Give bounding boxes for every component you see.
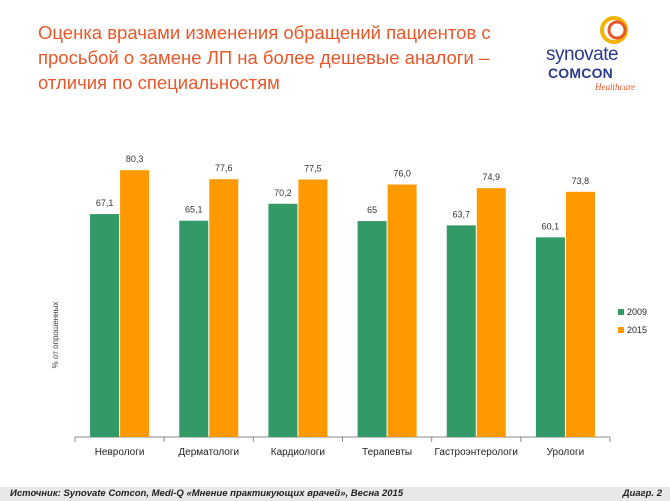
bar-2009 xyxy=(90,214,120,437)
x-tick-label: Кардиологи xyxy=(271,447,325,458)
x-tick-label: Гастроэнтерологи xyxy=(435,447,518,458)
bar-2015 xyxy=(565,191,595,437)
data-label: 63,7 xyxy=(452,209,470,219)
bar-2015 xyxy=(120,170,150,437)
source-note: Источник: Synovate Comcon, Medi-Q «Мнени… xyxy=(10,488,404,499)
legend-label: 2009 xyxy=(627,307,647,317)
bar-2015 xyxy=(298,179,328,437)
legend-swatch xyxy=(618,309,624,315)
data-label: 76,0 xyxy=(393,169,411,179)
page-title: Оценка врачами изменения обращений пацие… xyxy=(38,22,491,93)
bar-2009 xyxy=(535,237,565,437)
bar-chart: 67,1 80,3 Неврологи 65,1 77,6 Дерматологи 70,2… xyxy=(51,154,647,458)
data-label: 73,8 xyxy=(572,176,590,186)
x-tick-label: Терапевты xyxy=(362,447,412,458)
x-tick-label: Дерматологи xyxy=(178,447,239,458)
data-label: 77,6 xyxy=(215,163,233,173)
bar-2015 xyxy=(476,188,506,437)
logo-text-synovate: synovate xyxy=(546,44,619,65)
bar-2015 xyxy=(209,179,239,437)
bar-2009 xyxy=(179,220,209,437)
legend-swatch xyxy=(618,327,624,333)
data-label: 74,9 xyxy=(482,172,500,182)
logo-rings-icon xyxy=(600,16,628,44)
data-label: 70,2 xyxy=(274,188,292,198)
diagram-number: Диагр. 2 xyxy=(622,488,662,499)
data-label: 80,3 xyxy=(126,154,144,164)
data-label: 67,1 xyxy=(96,198,114,208)
bar-2009 xyxy=(268,203,298,437)
x-tick-label: Неврологи xyxy=(95,447,145,458)
footer-bar: Источник: Synovate Comcon, Medi-Q «Мнени… xyxy=(0,487,670,501)
bar-2009 xyxy=(446,225,476,437)
y-axis-label: % от опрошенных xyxy=(51,302,60,369)
data-label: 60,1 xyxy=(542,221,560,231)
data-label: 65 xyxy=(367,205,377,215)
data-label: 77,5 xyxy=(304,164,322,174)
bar-2015 xyxy=(387,184,417,437)
x-tick-label: Урологи xyxy=(547,447,585,458)
bar-2009 xyxy=(357,221,387,437)
data-label: 65,1 xyxy=(185,205,203,215)
logo-text-comcon: COMCON xyxy=(548,65,613,81)
logo-text-healthcare: Healthcare xyxy=(595,82,636,92)
synovate-comcon-logo: synovate COMCON Healthcare xyxy=(540,12,660,92)
legend-label: 2015 xyxy=(627,325,647,335)
